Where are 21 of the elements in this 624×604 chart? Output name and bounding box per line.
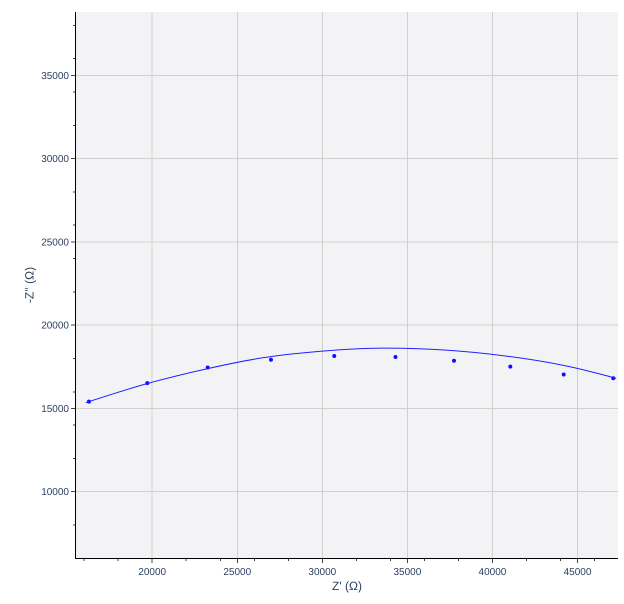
x-tick-label: 20000	[138, 567, 167, 578]
y-tick-label: 35000	[41, 70, 70, 82]
x-tick-label: 35000	[393, 567, 422, 578]
x-tick-label: 25000	[223, 567, 252, 578]
point	[332, 354, 336, 358]
point	[268, 358, 273, 362]
y-tick-label: 10000	[41, 487, 70, 498]
point	[393, 354, 398, 359]
x-tick-label: 30000	[308, 567, 337, 578]
x-tick-label: 40000	[478, 567, 507, 578]
y-tick-label: 15000	[41, 404, 70, 415]
point	[562, 372, 566, 376]
line-series	[85, 348, 617, 404]
y-tick-label: 25000	[41, 237, 70, 248]
x-tick-label: 45000	[564, 567, 592, 578]
y-tick-label: 30000	[41, 154, 70, 166]
y-axis-title: -Z'' (Ω)	[22, 266, 36, 304]
x-axis-title: Z' (Ω)	[332, 578, 362, 593]
point	[452, 358, 456, 363]
point	[508, 364, 512, 369]
y-tick-label: 20000	[41, 320, 70, 332]
